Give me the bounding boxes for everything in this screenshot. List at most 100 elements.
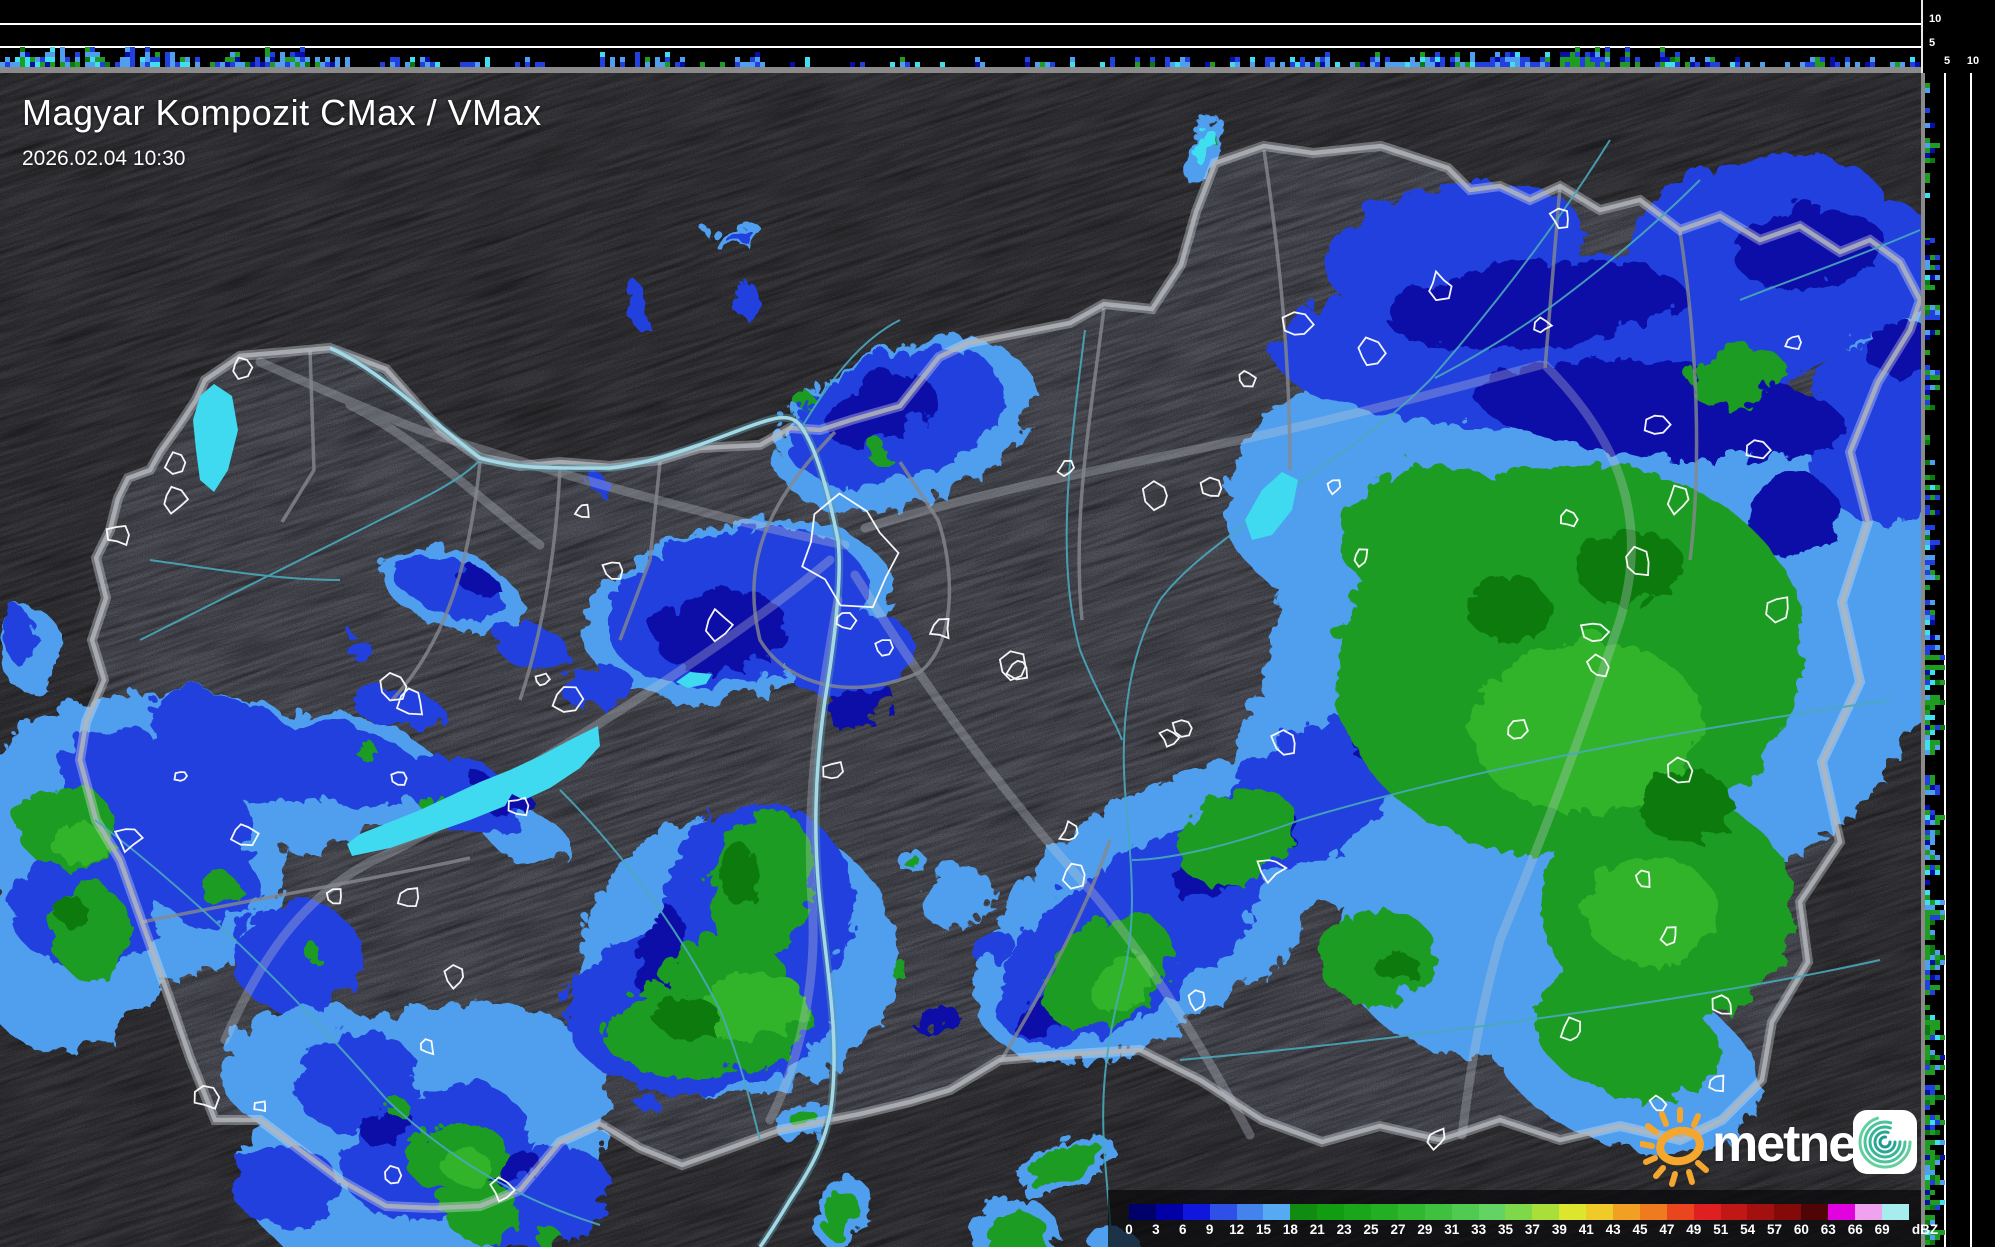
profile-pixel [1925,400,1930,405]
profile-pixel [25,52,30,57]
profile-pixel [1925,600,1930,605]
profile-pixel [1660,52,1665,57]
profile-pixel [1935,785,1940,790]
dbz-scale-cell [1478,1204,1506,1220]
profile-pixel [1935,665,1940,670]
profile-pixel [1930,740,1935,745]
profile-pixel [1930,1190,1935,1195]
profile-pixel [295,52,300,57]
profile-pixel [1940,1120,1945,1125]
profile-pixel [1930,385,1935,390]
profile-pixel [1830,57,1835,62]
profile-pixel [1930,1025,1935,1030]
precip-layer-bg [45,636,1710,1181]
profile-pixel [1925,1065,1930,1070]
dbz-scale-label: 27 [1390,1222,1406,1237]
profile-pixel [1525,57,1530,62]
profile-pixel [410,57,415,62]
profile-pixel [1925,1095,1930,1100]
town-outline [1648,1094,1668,1112]
dbz-scale-label: 25 [1363,1222,1379,1237]
profile-pixel [1925,1055,1930,1060]
profile-pixel [1925,610,1930,615]
profile-pixel [1930,555,1935,560]
profile-pixel [1925,985,1930,990]
profile-pixel [1435,57,1440,62]
profile-pixel [1925,1105,1930,1110]
profile-pixel [1785,62,1790,67]
profile-pixel [760,62,765,67]
profile-pixel [1935,815,1940,820]
profile-pixel [1930,730,1935,735]
profile-pixel [1510,52,1515,57]
road [255,357,850,550]
profile-pixel [1935,1155,1940,1160]
profile-pixel [1425,62,1430,67]
profile-pixel [1490,57,1495,62]
county-border [1543,185,1562,369]
profile-pixel [235,52,240,57]
profile-pixel [1935,985,1940,990]
profile-pixel [1930,460,1935,465]
profile-pixel [170,52,175,57]
profile-pixel [1575,57,1580,62]
profile-pixel [1925,1175,1930,1180]
radar-echo [196,870,236,902]
profile-pixel [60,52,65,57]
profile-pixel [1925,990,1930,995]
profile-pixel [1280,62,1285,67]
river [139,461,479,641]
dbz-scale-label: 3 [1152,1222,1160,1237]
radar-echo [1860,315,1921,375]
radar-echo [898,849,914,863]
profile-pixel [1660,57,1665,62]
profile-pixel [390,57,395,62]
profile-pixel [1935,485,1940,490]
profile-pixel [1290,57,1295,62]
profile-pixel [1925,685,1930,690]
profile-pixel [1930,1035,1935,1040]
county-border [280,349,316,523]
profile-pixel [395,57,400,62]
profile-pixel [1925,1060,1930,1065]
profile-pixel [1635,57,1640,62]
profile-pixel [1265,62,1270,67]
profile-pixel [1925,615,1930,620]
profile-pixel [1930,830,1935,835]
profile-pixel [700,62,705,67]
profile-pixel [1925,945,1930,950]
profile-pixel [130,52,135,57]
profile-pixel [90,52,95,57]
profile-pixel [1270,62,1275,67]
profile-pixel [1925,635,1930,640]
profile-pixel [390,62,395,67]
town-outline [193,1084,221,1110]
profile-pixel [1930,1170,1935,1175]
town-outline [163,485,190,515]
profile-pixel [1930,1150,1935,1155]
profile-pixel [1925,805,1930,810]
profile-pixel [1925,178,1930,183]
radar-echo [1528,963,1712,1097]
profile-pixel [1500,62,1505,67]
profile-pixel [1930,1120,1935,1125]
profile-pixel [280,62,285,67]
river [1131,699,1891,861]
profile-pixel [1925,950,1930,955]
profile-pixel [315,57,320,62]
road [765,595,843,1125]
radar-echo [822,682,892,722]
profile-pixel [645,57,650,62]
profile-pixel [1520,57,1525,62]
profile-pixel [1930,1090,1935,1095]
profile-pixel [1935,830,1940,835]
profile-pixel [1940,700,1945,705]
profile-pixel [1940,1200,1945,1205]
town-outline [443,963,465,990]
profile-pixel [1025,62,1030,67]
profile-pixel [1810,62,1815,67]
profile-pixel [1455,62,1460,67]
profile-pixel [235,62,240,67]
profile-pixel [1570,52,1575,57]
